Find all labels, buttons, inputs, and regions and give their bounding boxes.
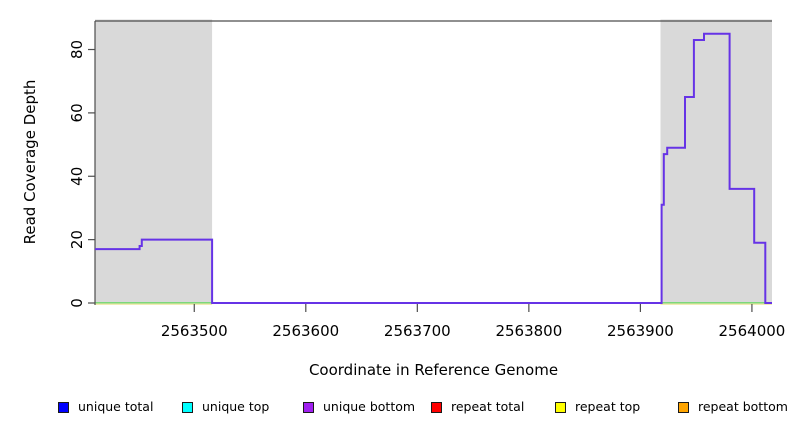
- x-tick-label: 2563700: [384, 322, 451, 340]
- legend-swatch-unique-top: [182, 401, 193, 413]
- legend-label-unique-total: unique total: [78, 399, 154, 414]
- shaded-region: [95, 19, 213, 303]
- legend-swatch-unique-total: [58, 401, 69, 413]
- legend-swatch-repeat-top: [555, 401, 566, 413]
- legend-swatch-unique-bottom: [303, 401, 314, 413]
- legend-item-unique-total: unique total: [58, 398, 153, 416]
- legend-item-repeat-bottom: repeat bottom: [678, 398, 788, 416]
- x-tick-label: 2563900: [607, 322, 674, 340]
- legend-item-unique-top: unique top: [182, 398, 269, 416]
- shaded-region: [660, 19, 772, 303]
- x-tick-label: 2563500: [161, 322, 228, 340]
- y-tick-label: 20: [68, 230, 86, 249]
- y-tick-label: 80: [68, 40, 86, 59]
- x-tick-label: 2563800: [495, 322, 562, 340]
- legend-item-repeat-total: repeat total: [431, 398, 524, 416]
- x-axis-title: Coordinate in Reference Genome: [308, 361, 559, 379]
- legend-label-repeat-top: repeat top: [575, 399, 641, 414]
- x-tick-label: 2563600: [272, 322, 339, 340]
- y-tick-label: 40: [68, 167, 86, 186]
- x-tick-label: 2564000: [719, 322, 786, 340]
- legend-label-repeat-total: repeat total: [451, 399, 525, 414]
- legend: unique total unique top unique bottom repea…: [0, 398, 792, 420]
- legend-label-unique-top: unique top: [202, 399, 270, 414]
- y-tick-label: 60: [68, 103, 86, 122]
- coverage-step-line: [95, 32, 772, 304]
- legend-label-unique-bottom: unique bottom: [323, 399, 416, 414]
- y-tick-label: 0: [68, 298, 86, 308]
- legend-label-repeat-bottom: repeat bottom: [698, 399, 788, 414]
- y-axis-title: Read Coverage Depth: [21, 79, 39, 245]
- legend-swatch-repeat-total: [431, 401, 442, 413]
- legend-swatch-repeat-bottom: [678, 401, 689, 413]
- legend-item-repeat-top: repeat top: [555, 398, 640, 416]
- legend-item-unique-bottom: unique bottom: [303, 398, 415, 416]
